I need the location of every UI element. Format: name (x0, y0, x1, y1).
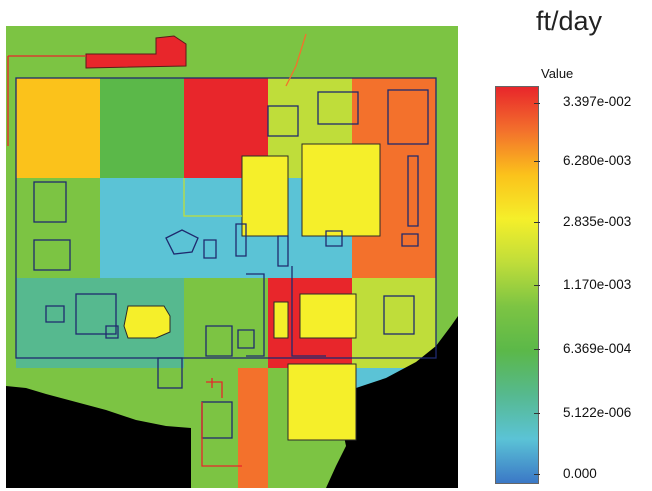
legend-tick (534, 474, 540, 475)
building-red-top (85, 35, 187, 69)
legend-label-3: 1.170e-003 (563, 277, 632, 292)
building-yellow-a (241, 155, 289, 237)
no-data-bottom-right (326, 316, 458, 488)
legend-label-5: 5.122e-006 (563, 405, 632, 420)
no-data-bottom-left (6, 386, 191, 488)
legend-label-1: 6.280e-003 (563, 153, 632, 168)
building-yellow-d (287, 363, 357, 441)
zone-r1-c1 (16, 78, 100, 178)
zone-top-strip (6, 26, 446, 76)
unit-label: ft/day (536, 6, 603, 36)
legend-title: Value (541, 66, 574, 81)
zone-r1-c2 (100, 78, 184, 178)
building-yellow-e (123, 305, 171, 339)
site-details (7, 33, 307, 467)
zone-r4-c3b (238, 368, 268, 488)
legend-tick (534, 103, 540, 104)
legend-tick (534, 349, 540, 350)
legend-label-4: 6.369e-004 (563, 341, 632, 356)
building-yellow-c (299, 293, 357, 339)
legend-label-2: 2.835e-003 (563, 214, 632, 229)
site-outlines (15, 77, 437, 439)
legend-color-bar (495, 86, 539, 484)
legend-tick (534, 222, 540, 223)
legend-label-0: 3.397e-002 (563, 94, 632, 109)
zone-r2-c1 (16, 178, 100, 278)
building-yellow-b (301, 143, 381, 237)
legend-label-6: 0.000 (563, 466, 597, 481)
zone-r3-c3 (184, 278, 268, 368)
legend-tick (534, 161, 540, 162)
building-yellow-f (273, 301, 289, 339)
zone-r3-c5 (352, 278, 436, 368)
legend-tick (534, 413, 540, 414)
legend-tick (534, 285, 540, 286)
permeability-map (6, 26, 458, 488)
